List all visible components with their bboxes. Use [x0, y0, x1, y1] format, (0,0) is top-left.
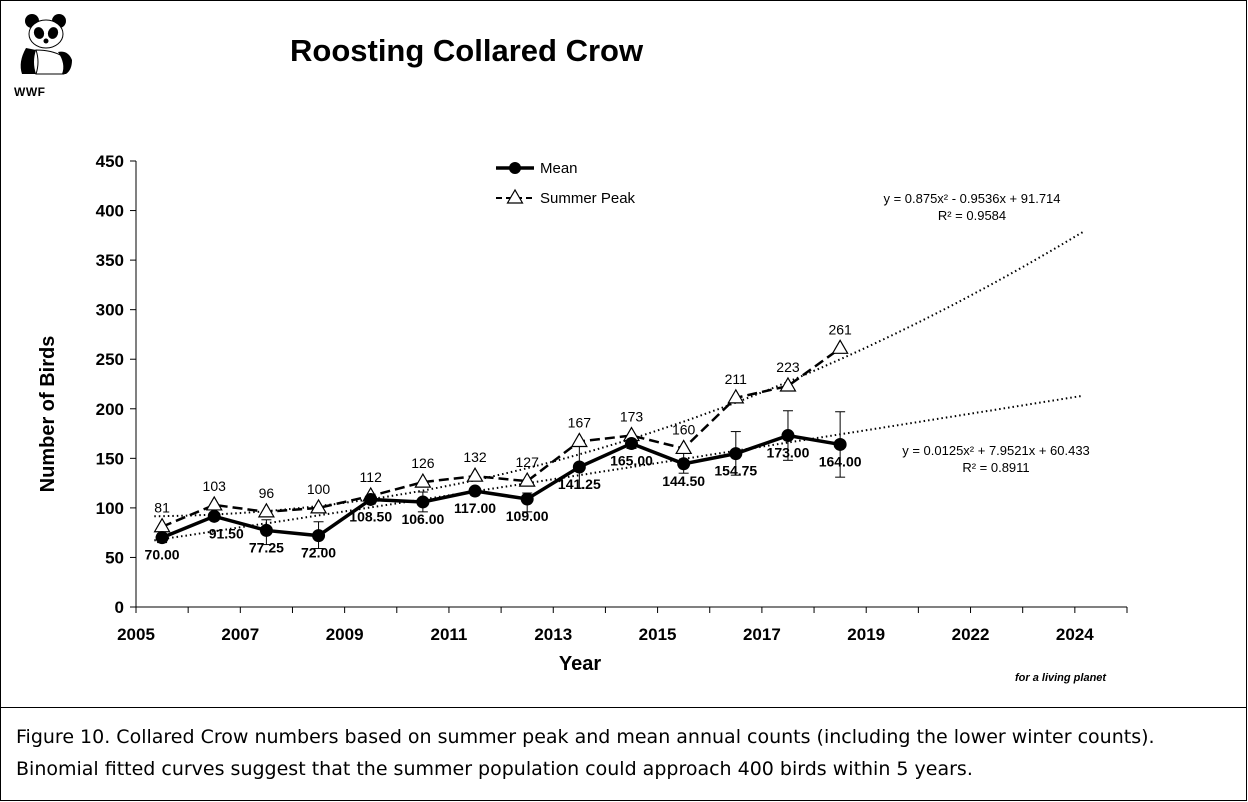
legend-mean-marker [509, 162, 521, 174]
y-tick-label: 100 [96, 499, 124, 518]
mean-point [312, 529, 326, 543]
x-tick-label: 2011 [431, 625, 468, 644]
mean-data-label: 154.75 [714, 463, 757, 479]
summer-peak-point [466, 466, 484, 482]
chart-title: Roosting Collared Crow [290, 33, 644, 68]
wwf-logo-text: WWF [14, 85, 46, 99]
x-tick-label: 2022 [952, 625, 990, 644]
summer-peak-data-label: 173 [620, 409, 644, 425]
mean-point [625, 436, 638, 450]
summer-peak-data-label: 112 [360, 469, 383, 485]
y-tick-label: 300 [96, 301, 124, 320]
summer-peak-point [310, 498, 328, 514]
mean-point [259, 523, 273, 537]
x-axis-title: Year [559, 653, 601, 675]
trendline-equation: y = 0.875x² - 0.9536x + 91.714 [883, 191, 1060, 206]
legend-summer-peak-marker [506, 188, 524, 204]
y-tick-label: 350 [96, 251, 124, 270]
x-tick-label: 2007 [221, 625, 259, 644]
mean-point [520, 492, 534, 506]
summer-peak-point [727, 388, 745, 404]
x-tick-label: 2019 [847, 625, 885, 644]
summer-peak-data-label: 160 [672, 421, 696, 437]
mean-point [155, 531, 169, 545]
summer-peak-point [518, 471, 536, 487]
mean-data-label: 109.00 [506, 508, 549, 524]
y-tick-label: 0 [115, 598, 124, 617]
trendline-summer-peak [154, 231, 1084, 518]
mean-data-label: 108.50 [349, 508, 392, 524]
chart-svg: 0 50 100 150 200 250 300 350 400 450 2005 2007 2009 2… [37, 152, 1128, 675]
mean-point [677, 457, 691, 471]
x-tick-label: 2009 [326, 625, 364, 644]
mean-data-label: 77.25 [249, 539, 284, 555]
y-tick-label: 150 [96, 449, 124, 468]
summer-peak-point [257, 502, 275, 518]
summer-peak-data-label: 211 [725, 371, 748, 387]
trendline-equation: y = 0.0125x² + 7.9521x + 60.433 [902, 443, 1090, 458]
mean-point [207, 509, 221, 523]
summer-peak-data-label: 96 [259, 485, 275, 501]
y-tick-label: 400 [96, 202, 124, 221]
mean-data-label: 141.25 [558, 476, 601, 492]
mean-point [833, 437, 847, 451]
legend-mean-label: Mean [540, 160, 578, 177]
summer-peak-data-label: 127 [516, 454, 540, 470]
summer-peak-data-label: 100 [307, 481, 331, 497]
legend-summer-peak-label: Summer Peak [540, 190, 636, 207]
summer-peak-data-label: 223 [776, 359, 800, 375]
caption-divider [1, 707, 1247, 708]
y-tick-label: 450 [96, 152, 124, 171]
x-tick-label: 2017 [743, 625, 781, 644]
mean-data-label: 165.00 [610, 452, 653, 468]
mean-point [781, 429, 795, 443]
wwf-panda-logo: WWF [6, 10, 86, 100]
summer-peak-point [779, 376, 797, 392]
x-tick-label: 2015 [639, 625, 677, 644]
summer-peak-data-label: 81 [154, 500, 170, 516]
y-tick-label: 250 [96, 350, 124, 369]
mean-data-label: 173.00 [767, 445, 810, 461]
mean-data-label: 91.50 [209, 525, 244, 541]
x-tick-label: 2024 [1056, 625, 1094, 644]
mean-point [364, 492, 378, 506]
summer-peak-line [161, 347, 841, 528]
summer-peak-data-label: 103 [203, 478, 227, 494]
y-axis-title: Number of Birds [37, 336, 59, 493]
summer-peak-data-label: 126 [411, 455, 435, 471]
mean-data-label: 70.00 [145, 547, 180, 563]
mean-data-label: 117.00 [454, 500, 496, 516]
mean-point [572, 460, 586, 474]
summer-peak-data-label: 132 [463, 449, 487, 465]
mean-data-label: 164.00 [819, 453, 862, 469]
x-tick-label: 2013 [534, 625, 572, 644]
mean-data-label: 72.00 [301, 545, 336, 561]
y-tick-label: 50 [105, 548, 124, 567]
mean-point [416, 495, 430, 509]
figure-caption: Figure 10. Collared Crow numbers based o… [16, 726, 1155, 780]
summer-peak-point [675, 439, 693, 455]
summer-peak-point [831, 339, 849, 354]
summer-peak-point [414, 472, 432, 488]
y-tick-label: 200 [96, 400, 124, 419]
mean-point [468, 484, 482, 498]
mean-data-label: 106.00 [401, 511, 444, 527]
summer-peak-data-label: 261 [828, 321, 852, 337]
summer-peak-point [570, 432, 588, 448]
tagline: for a living planet [1015, 672, 1107, 684]
mean-point [729, 447, 743, 461]
trendline-r2: R² = 0.9584 [938, 208, 1006, 223]
trendline-r2: R² = 0.8911 [962, 460, 1029, 475]
x-tick-label: 2005 [117, 625, 155, 644]
mean-line [161, 433, 841, 540]
mean-data-label: 144.50 [662, 473, 705, 489]
summer-peak-data-label: 167 [568, 414, 592, 430]
summer-peak-point [205, 495, 223, 511]
